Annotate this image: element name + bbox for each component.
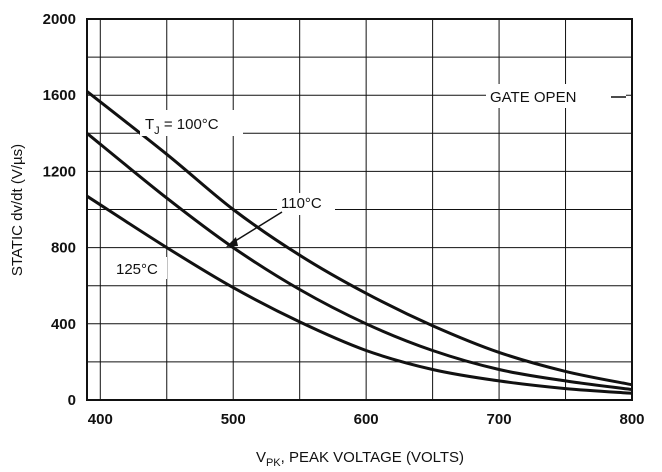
y-tick-label: 1600 [43,87,76,104]
grid-lines [87,19,632,400]
x-tick-label: 600 [354,411,379,428]
curves [86,90,633,395]
y-tick-label: 2000 [43,11,76,28]
arrow-110c-head [226,237,238,247]
x-tick-label: 400 [88,411,113,428]
x-tick-label: 800 [619,411,644,428]
y-axis-title: STATIC dv/dt (V/µs) [9,144,26,276]
series-line-3 [86,194,633,395]
label-110c-bg [277,193,335,215]
label-110c: 110°C [281,195,322,212]
gate-open-label-bg [486,84,626,108]
x-tick-label: 500 [221,411,246,428]
plot-frame [86,18,633,401]
arrow-110c-shaft [231,211,283,244]
x-axis-title: VPK, PEAK VOLTAGE (VOLTS) [256,449,464,469]
series-line-1 [86,90,633,387]
label-100c-bg [140,110,243,136]
y-tick-label: 800 [51,240,76,257]
label-125c: 125°C [116,261,158,278]
y-tick-label: 400 [51,316,76,333]
label-100c: TJ = 100°C [145,116,219,137]
series-line-2 [86,132,633,391]
y-tick-label: 0 [68,392,76,409]
y-tick-label: 1200 [43,163,76,180]
label-125c-bg [113,257,167,279]
tick-labels: 400 500 600 700 800 0 400 800 1200 1600 2000 [43,11,645,428]
x-tick-label: 700 [487,411,512,428]
gate-open-label: GATE OPEN [490,89,576,106]
